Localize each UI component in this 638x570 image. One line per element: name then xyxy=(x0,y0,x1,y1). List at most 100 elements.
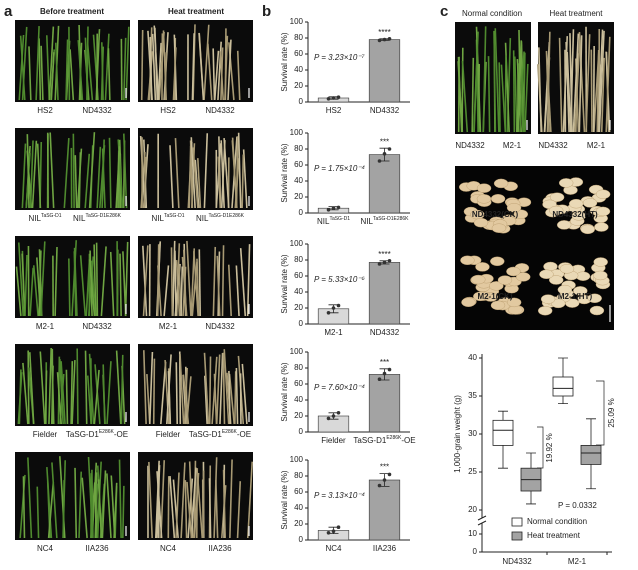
p-value: P = 5.33×10⁻⁶ xyxy=(314,275,366,284)
plant xyxy=(175,362,179,425)
plant xyxy=(123,37,127,101)
annotation: 19.92 % xyxy=(545,433,554,462)
caption-text: NIL xyxy=(196,214,209,223)
plant xyxy=(190,248,196,317)
plant xyxy=(48,26,55,101)
caption: ND4332 xyxy=(538,141,568,150)
plant xyxy=(68,258,71,317)
legend-label: Normal condition xyxy=(527,517,587,526)
plant xyxy=(40,45,44,101)
plant xyxy=(21,253,26,317)
plant xyxy=(115,146,121,209)
caption-text: ND4332 xyxy=(82,322,112,331)
y-tick-label: 20 xyxy=(294,192,303,201)
bracket xyxy=(537,426,544,469)
plant xyxy=(107,48,111,101)
caption: ND4332 xyxy=(205,106,235,115)
plant xyxy=(86,44,94,101)
data-point xyxy=(326,531,331,535)
caption: ND4332 xyxy=(82,322,112,331)
p-value: P = 3.13×10⁻⁴ xyxy=(314,491,366,500)
caption: TaSG-D1E286K-OE xyxy=(353,435,415,445)
y-tick-label: 0 xyxy=(299,97,304,106)
column-header: Before treatment xyxy=(40,7,104,16)
plant xyxy=(26,134,30,209)
caption: M2-1 xyxy=(324,328,343,337)
data-point xyxy=(326,97,331,101)
y-tick-label: 100 xyxy=(290,455,304,464)
plant xyxy=(44,370,48,425)
plant xyxy=(565,41,570,133)
caption-text: ND4332 xyxy=(205,106,235,115)
plant xyxy=(163,265,170,317)
caption: NILTaSG-D1E286K xyxy=(196,213,245,223)
plant xyxy=(89,259,96,317)
grain xyxy=(460,255,475,265)
plant xyxy=(186,240,192,317)
plant xyxy=(487,56,491,133)
y-tick-label: 0 xyxy=(299,535,304,544)
caption-superscript: E286K xyxy=(222,429,238,435)
plant xyxy=(203,24,210,101)
plant xyxy=(101,470,107,539)
caption-suffix: -OE xyxy=(237,430,251,439)
plant xyxy=(106,473,112,539)
plant xyxy=(95,242,99,317)
plant xyxy=(223,138,230,209)
y-tick-label: 35 xyxy=(468,391,477,400)
plant xyxy=(169,145,174,209)
legend-swatch xyxy=(511,531,523,541)
y-tick-label: 60 xyxy=(294,160,303,169)
plant xyxy=(519,51,525,133)
plant xyxy=(22,476,26,539)
caption: ND4332 xyxy=(370,328,400,337)
plant xyxy=(71,240,78,317)
caption-text: NIL xyxy=(73,214,86,223)
plant xyxy=(190,137,196,209)
caption: ND4332 xyxy=(205,322,235,331)
data-point xyxy=(326,208,331,212)
plant xyxy=(208,356,212,425)
y-axis-label: Survival rate (%) xyxy=(280,470,289,529)
panel-label: c xyxy=(440,3,448,20)
plant xyxy=(188,145,192,209)
plant xyxy=(55,42,59,101)
plant xyxy=(29,140,34,209)
data-point xyxy=(326,416,331,421)
plant xyxy=(471,57,475,133)
caption: NILTaSG-D1 xyxy=(28,213,61,223)
y-tick-label: 0 xyxy=(299,427,304,436)
caption-text: ND4332 xyxy=(205,322,235,331)
plant xyxy=(170,247,174,317)
caption-superscript: TaSG-D1 xyxy=(164,213,185,219)
caption: ND4332 xyxy=(82,106,112,115)
grain xyxy=(549,205,564,216)
grain-label: ND4332(HT) xyxy=(552,210,598,219)
plant xyxy=(73,247,78,317)
plant xyxy=(143,350,147,425)
plant xyxy=(69,49,75,101)
axis-break xyxy=(477,515,487,526)
data-point xyxy=(377,262,382,266)
panel-label: b xyxy=(262,3,271,20)
plant xyxy=(120,354,124,425)
significance: **** xyxy=(378,250,390,259)
grain xyxy=(589,305,605,316)
plant xyxy=(101,139,105,209)
plant xyxy=(172,47,177,101)
grain xyxy=(506,297,522,308)
caption: NC4 xyxy=(37,544,54,553)
plant xyxy=(212,246,217,317)
caption: NC4 xyxy=(325,544,342,553)
y-tick-label: 40 xyxy=(294,176,303,185)
plant xyxy=(215,354,221,425)
column-header: Normal condition xyxy=(462,9,522,18)
plant xyxy=(100,46,105,101)
plant xyxy=(208,478,212,539)
legend-swatch xyxy=(511,517,523,527)
significance: **** xyxy=(378,28,390,37)
plant xyxy=(87,456,94,539)
plant xyxy=(149,36,153,101)
plant xyxy=(246,461,254,539)
data-point xyxy=(336,411,341,415)
